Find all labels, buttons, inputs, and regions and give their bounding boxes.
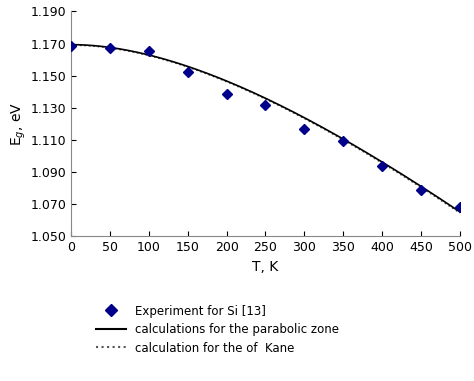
X-axis label: T, K: T, K [252,259,279,274]
Legend: Experiment for Si [13], calculations for the parabolic zone, calculation for the: Experiment for Si [13], calculations for… [96,305,339,355]
Y-axis label: E$_g$, eV: E$_g$, eV [9,102,27,146]
